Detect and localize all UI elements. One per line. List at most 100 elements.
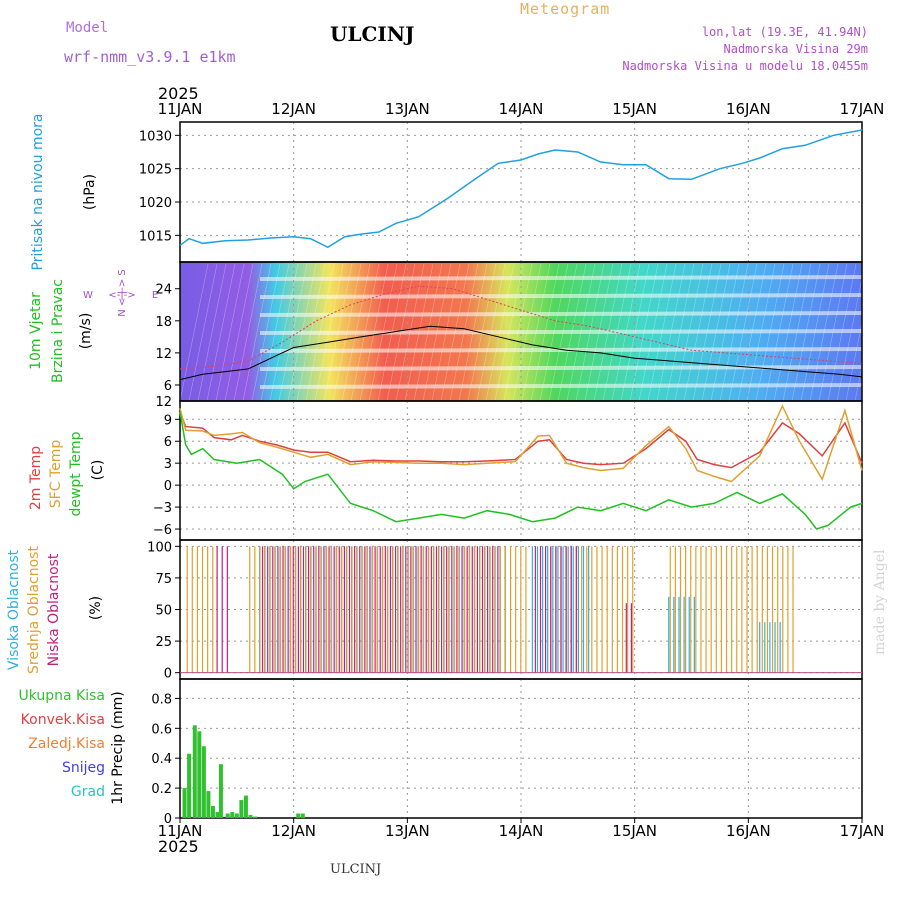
wind-barb-stroke bbox=[233, 263, 263, 402]
y-tick-label: 100 bbox=[147, 540, 172, 555]
wind-barb-stroke bbox=[629, 263, 659, 402]
precip-bar bbox=[201, 746, 206, 818]
pressure-ylabel: Pritisak na nivou mora bbox=[30, 113, 46, 270]
wind-barb-stroke bbox=[188, 263, 218, 402]
wind-barb-stroke bbox=[800, 263, 830, 402]
x-tick-label-top: 14JAN bbox=[499, 100, 544, 118]
wind-ylabel-2: Brzina i Pravac bbox=[50, 279, 66, 383]
temp2m-ylabel: 2m Temp bbox=[28, 446, 44, 510]
wind-barb-stroke bbox=[584, 263, 614, 402]
wind-barb-stroke bbox=[197, 263, 227, 402]
y-tick-label: 0 bbox=[164, 812, 172, 827]
y-tick-label: 0.2 bbox=[151, 782, 172, 797]
y-tick-label: 24 bbox=[155, 283, 172, 298]
wind-barb-stroke bbox=[323, 263, 353, 402]
wind-barb-stroke bbox=[647, 263, 677, 402]
wind-barb-stroke bbox=[431, 263, 461, 402]
precip-legend-item: Zaledj.Kisa bbox=[28, 736, 105, 752]
wind-barb-stroke bbox=[521, 263, 551, 402]
wind-unit-label: (m/s) bbox=[78, 313, 94, 350]
y-tick-label: 0 bbox=[164, 667, 172, 682]
wind-barb-stroke bbox=[503, 263, 533, 402]
y-tick-label: 1025 bbox=[139, 163, 172, 178]
temp-unit-label: (C) bbox=[90, 460, 106, 481]
y-tick-label: 12 bbox=[155, 347, 172, 362]
wind-barb-stroke bbox=[674, 263, 704, 402]
wind-barb-stroke bbox=[575, 263, 605, 402]
model-label: Model bbox=[66, 20, 109, 36]
wind-barb-stroke bbox=[341, 263, 371, 402]
y-tick-label: −3 bbox=[153, 501, 172, 516]
wind-barb-stroke bbox=[386, 263, 416, 402]
wind-barb-stroke bbox=[539, 263, 569, 402]
wind-barb-stroke bbox=[782, 263, 812, 402]
wind-barb-stroke bbox=[395, 263, 425, 402]
compass-w: W bbox=[83, 290, 93, 301]
wind-row-gap bbox=[259, 383, 863, 389]
y-tick-label: 0.8 bbox=[151, 692, 172, 707]
y-tick-label: 6 bbox=[164, 435, 172, 450]
y-tick-label: 50 bbox=[155, 604, 172, 619]
wind-row-gap bbox=[259, 347, 863, 353]
year-bottom: 2025 bbox=[158, 837, 199, 856]
mid-cloud-ylabel: Srednja Oblacnost bbox=[26, 546, 42, 674]
y-tick-label: 75 bbox=[155, 572, 172, 587]
precip-bar bbox=[210, 806, 215, 818]
wind-barb-stroke bbox=[359, 263, 389, 402]
wind-barb-stroke bbox=[350, 263, 380, 402]
wind-barb-stroke bbox=[224, 263, 254, 402]
precip-legend-item: Konvek.Kisa bbox=[21, 712, 105, 728]
wind-barb-stroke bbox=[413, 263, 443, 402]
wind-barb-stroke bbox=[719, 263, 749, 402]
precip-bar bbox=[197, 731, 202, 818]
wind-barb-stroke bbox=[260, 263, 290, 402]
x-tick-label-bottom: 11JAN bbox=[158, 822, 203, 840]
elevation-label: Nadmorska Visina 29m bbox=[723, 42, 869, 56]
precip-bar bbox=[239, 800, 244, 818]
y-tick-label: 1030 bbox=[139, 129, 172, 144]
compass-ns: N <-|-> S bbox=[117, 269, 128, 317]
precip-bar bbox=[230, 812, 235, 818]
wind-barb-stroke bbox=[458, 263, 488, 402]
wind-barb-stroke bbox=[548, 263, 578, 402]
wind-barb-stroke bbox=[512, 263, 542, 402]
wind-barb-stroke bbox=[809, 263, 839, 402]
wind-barb-stroke bbox=[206, 263, 236, 402]
precip-bar bbox=[253, 816, 258, 818]
wind-barb-stroke bbox=[476, 263, 506, 402]
x-tick-label-top: 15JAN bbox=[612, 100, 657, 118]
x-tick-label-top: 12JAN bbox=[271, 100, 316, 118]
precip-bar bbox=[187, 753, 192, 818]
y-tick-label: 6 bbox=[164, 379, 172, 394]
wind-ylabel-1: 10m Vjetar bbox=[28, 292, 44, 370]
high-cloud-ylabel: Visoka Oblacnost bbox=[6, 549, 22, 670]
model-name: wrf-nmm_v3.9.1 e1km bbox=[64, 48, 236, 66]
wind-barb-stroke bbox=[764, 263, 794, 402]
wind-barb-stroke bbox=[746, 263, 776, 402]
wind-barb-stroke bbox=[611, 263, 641, 402]
x-tick-label-bottom: 16JAN bbox=[726, 822, 771, 840]
wind-barb-stroke bbox=[683, 263, 713, 402]
wind-gust-line bbox=[179, 285, 863, 370]
meteogram-title: Meteogram bbox=[520, 0, 611, 18]
wind-row-gap bbox=[259, 329, 863, 335]
precip-bar bbox=[225, 813, 230, 818]
x-tick-label-top: 11JAN bbox=[158, 100, 203, 118]
wind-barb-stroke bbox=[773, 263, 803, 402]
precip-bar bbox=[215, 812, 220, 818]
precip-bar bbox=[182, 788, 187, 818]
lonlat-label: lon,lat (19.3E, 41.94N) bbox=[701, 25, 868, 39]
x-tick-label-top: 16JAN bbox=[726, 100, 771, 118]
precip-bar bbox=[248, 815, 253, 818]
wind-barb-stroke bbox=[368, 263, 398, 402]
panel-frame bbox=[179, 121, 863, 263]
cloud-unit-label: (%) bbox=[88, 596, 104, 620]
precip-legend-item: Snijeg bbox=[62, 760, 105, 776]
wind-barb-stroke bbox=[827, 263, 857, 402]
x-tick-label-bottom: 13JAN bbox=[385, 822, 430, 840]
panel-frame bbox=[179, 678, 863, 819]
wind-barb-stroke bbox=[530, 263, 560, 402]
y-tick-label: 25 bbox=[155, 635, 172, 650]
wind-barb-stroke bbox=[296, 263, 326, 402]
